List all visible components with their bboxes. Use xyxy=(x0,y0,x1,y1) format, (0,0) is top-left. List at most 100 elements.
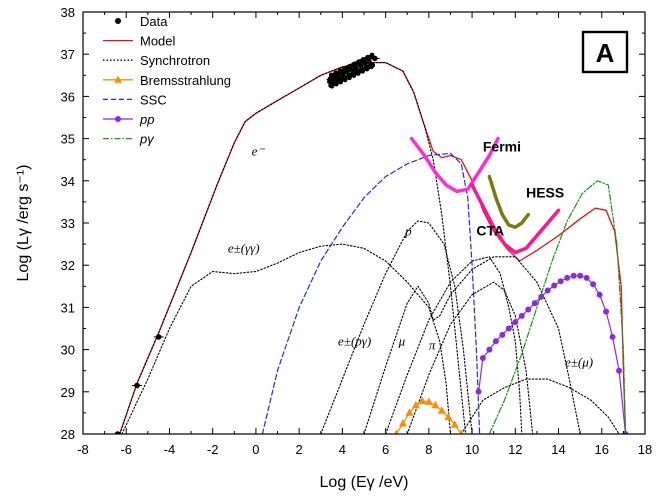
legend-label: SSC xyxy=(140,92,167,107)
bremsstrahlung-point xyxy=(418,396,427,405)
x-tick-label: 0 xyxy=(252,442,259,457)
bremsstrahlung-point xyxy=(450,420,459,428)
pp-point xyxy=(590,281,597,288)
x-tick-label: -8 xyxy=(77,442,89,457)
data-point xyxy=(340,70,346,76)
series-line-synchrotron-e-p- xyxy=(385,256,523,434)
y-tick-label: 29 xyxy=(61,385,75,400)
pp-point xyxy=(544,287,551,294)
x-axis-title: Log (Eγ /eV) xyxy=(320,474,409,491)
pp-point xyxy=(531,300,538,307)
series-line-synchrotron-e- xyxy=(460,378,620,434)
pp-point xyxy=(475,388,482,395)
annotation-label: CTA xyxy=(476,223,504,239)
pp-point xyxy=(557,278,564,285)
pp-point xyxy=(616,367,623,374)
panel-label-box xyxy=(581,30,629,74)
annotation-label: e⁻ xyxy=(252,143,266,158)
bremsstrahlung-point xyxy=(431,400,440,409)
legend-marker-triangle xyxy=(114,75,122,83)
y-tick-label: 30 xyxy=(61,343,75,358)
pp-point xyxy=(492,338,499,345)
annotation-label: e±(γγ) xyxy=(228,241,260,256)
y-tick-label: 33 xyxy=(61,216,75,231)
series-group xyxy=(112,52,629,434)
annotation-label: π xyxy=(429,338,436,353)
data-point xyxy=(332,74,337,80)
panel-label: A xyxy=(596,38,615,68)
x-tick-label: 4 xyxy=(339,442,346,457)
pp-point xyxy=(583,274,590,281)
x-tick-label: -4 xyxy=(164,442,176,457)
bremsstrahlung-point xyxy=(398,418,407,427)
annotation-label: HESS xyxy=(526,185,564,201)
pp-point xyxy=(538,293,545,300)
pp-point xyxy=(596,291,603,298)
annotation-label: e±(μ) xyxy=(565,354,593,369)
series-line-p- xyxy=(488,180,627,434)
y-tick-label: 28 xyxy=(61,427,75,442)
pp-point xyxy=(577,272,584,279)
legend-label: Model xyxy=(140,34,176,49)
y-tick-label: 37 xyxy=(61,47,75,62)
x-tick-label: -6 xyxy=(120,442,132,457)
data-point xyxy=(370,62,376,68)
data-point xyxy=(327,76,333,82)
legend: Data Model Synchrotron Bremsstrahlung SSC pp p… xyxy=(103,14,231,147)
pp-point xyxy=(603,308,610,315)
pp-point xyxy=(479,355,486,362)
series-line-synchrotron-e- xyxy=(119,62,467,434)
pp-point xyxy=(486,346,493,353)
data-point xyxy=(349,67,355,72)
annotation-label: e±(pγ) xyxy=(338,333,371,348)
x-tick-label: 8 xyxy=(425,442,432,457)
data-cluster xyxy=(327,52,376,89)
series-line-synchrotron- xyxy=(406,281,534,434)
series-line-synchrotron-p xyxy=(320,220,473,434)
legend-label: Data xyxy=(140,14,168,29)
annotation-label: μ xyxy=(398,333,406,348)
data-point xyxy=(369,52,375,58)
pp-point xyxy=(564,274,571,281)
bremsstrahlung-point xyxy=(394,429,399,434)
y-tick-label: 38 xyxy=(61,5,75,20)
x-tick-label: 12 xyxy=(508,442,522,457)
pp-point xyxy=(570,272,577,279)
bremsstrahlung-point xyxy=(424,397,433,405)
pp-point xyxy=(551,282,558,289)
x-tick-label: 16 xyxy=(595,442,609,457)
x-tick-label: -2 xyxy=(207,442,219,457)
bremsstrahlung-point xyxy=(411,400,420,409)
pp-point xyxy=(499,331,506,338)
legend-label: Bremsstrahlung xyxy=(140,73,231,88)
bremsstrahlung-point xyxy=(458,429,464,434)
legend-marker-data xyxy=(115,18,121,24)
series-line-model xyxy=(119,61,627,434)
pp-point xyxy=(518,312,525,319)
x-tick-label: 18 xyxy=(638,442,652,457)
y-tick-label: 35 xyxy=(61,132,75,147)
pp-point xyxy=(512,319,519,326)
x-tick-label: 6 xyxy=(382,442,389,457)
series-line-synchrotron-e- xyxy=(121,243,452,434)
series-line-ssc xyxy=(261,152,481,434)
annotations: e⁻ e±(γγ) p e±(pγ) μ π e±(μ) Fermi HESS CTA xyxy=(228,138,593,369)
x-tick-label: 10 xyxy=(465,442,479,457)
pp-point xyxy=(505,325,512,332)
data-point xyxy=(345,68,350,74)
data-point xyxy=(329,83,335,89)
plot-area xyxy=(112,52,629,434)
y-axis-title: Log (Lγ /erg s⁻¹) xyxy=(15,165,32,282)
x-tick-label: 2 xyxy=(296,442,303,457)
y-tick-label: 36 xyxy=(61,89,75,104)
legend-marker-circle xyxy=(115,116,121,122)
legend-label: Synchrotron xyxy=(140,53,210,68)
bremsstrahlung-point xyxy=(437,406,446,414)
pp-point xyxy=(525,306,532,313)
series-line-hess xyxy=(487,174,531,229)
y-tick-label: 31 xyxy=(61,300,75,315)
legend-label: pp xyxy=(139,112,154,127)
series-line-synchrotron- xyxy=(363,256,581,434)
x-tick-label: 14 xyxy=(551,442,565,457)
